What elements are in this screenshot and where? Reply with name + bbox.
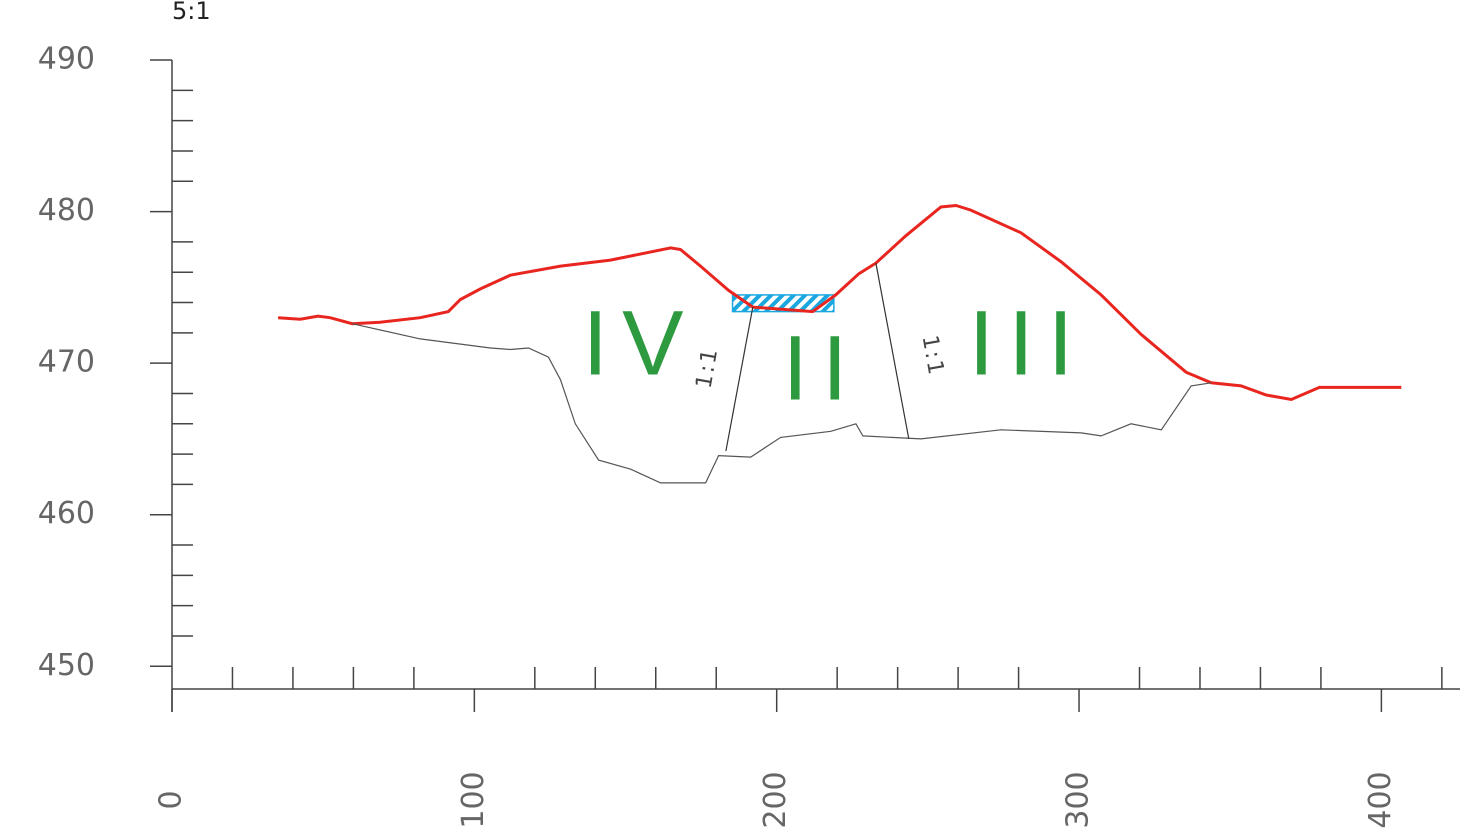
y-tick-label: 470	[38, 345, 95, 380]
y-tick-label: 450	[38, 648, 95, 683]
x-tick-label: 300	[1061, 771, 1096, 828]
chart-title: 5:1	[172, 0, 211, 25]
y-tick-label: 490	[38, 42, 95, 77]
zone-label: II	[782, 317, 861, 419]
zone-label: IV	[583, 292, 698, 394]
y-tick-label: 460	[38, 496, 95, 531]
slope-label: 1:1	[917, 333, 949, 378]
x-tick-label: 400	[1363, 771, 1398, 828]
x-tick-label: 200	[758, 771, 793, 828]
profile-line	[277, 203, 1402, 402]
y-tick-label: 480	[38, 193, 95, 228]
profile-line	[875, 262, 910, 440]
zone-label: III	[969, 292, 1088, 394]
profile-line	[725, 306, 754, 452]
x-tick-label: 100	[456, 771, 491, 828]
profile-line	[352, 323, 1212, 484]
x-tick-label: 0	[154, 790, 189, 809]
